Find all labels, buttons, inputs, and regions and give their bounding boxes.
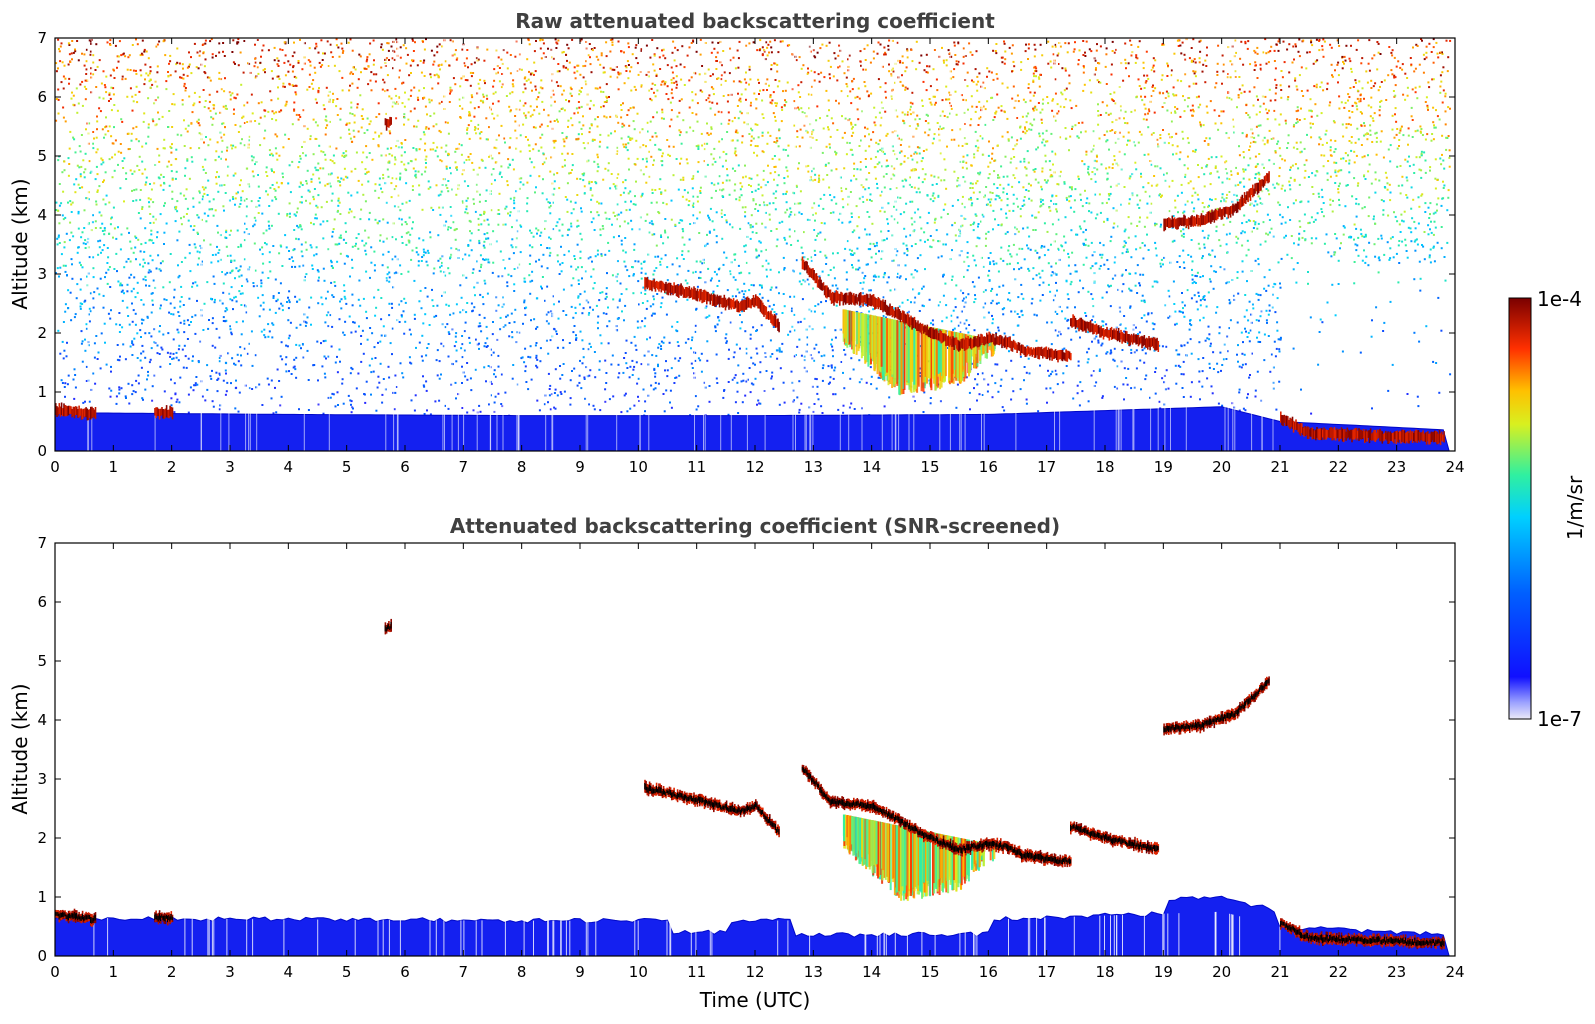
x-tick-label: 14	[862, 458, 881, 476]
raw-y-axis-label: Altitude (km)	[8, 178, 32, 309]
y-tick-label: 5	[37, 652, 47, 670]
screened-layer-cloud-10-12h	[644, 780, 780, 837]
x-tick-label: 23	[1387, 458, 1406, 476]
x-tick-label: 0	[50, 963, 60, 981]
x-tick-label: 8	[517, 963, 527, 981]
screened-y-axis-label: Altitude (km)	[8, 683, 32, 814]
colorbar-gradient	[1509, 298, 1531, 719]
x-tick-label: 2	[167, 963, 177, 981]
x-tick-label: 18	[1095, 458, 1114, 476]
x-tick-label: 10	[629, 963, 648, 981]
x-tick-label: 1	[109, 963, 119, 981]
y-tick-label: 4	[37, 711, 47, 729]
colorbar-min-label: 1e-7	[1537, 707, 1582, 731]
x-tick-label: 16	[979, 963, 998, 981]
x-tick-label: 10	[629, 458, 648, 476]
x-tick-label: 12	[745, 458, 764, 476]
raw-plot-frame	[55, 38, 1455, 451]
x-tick-label: 5	[342, 458, 352, 476]
colorbar-unit-label: 1/m/sr	[1563, 475, 1587, 540]
x-tick-label: 21	[1270, 458, 1289, 476]
x-tick-label: 15	[920, 458, 939, 476]
y-tick-label: 6	[37, 593, 47, 611]
x-tick-label: 22	[1329, 458, 1348, 476]
x-tick-label: 18	[1095, 963, 1114, 981]
x-tick-label: 16	[979, 458, 998, 476]
time-axis-label: Time (UTC)	[699, 988, 811, 1012]
y-tick-label: 2	[37, 829, 47, 847]
x-tick-label: 20	[1212, 458, 1231, 476]
x-tick-label: 11	[687, 963, 706, 981]
x-tick-label: 6	[400, 963, 410, 981]
x-tick-label: 7	[459, 458, 469, 476]
colorbar-max-label: 1e-4	[1537, 287, 1582, 311]
y-tick-label: 0	[37, 947, 47, 965]
x-tick-label: 9	[575, 458, 585, 476]
x-tick-label: 19	[1154, 458, 1173, 476]
y-tick-label: 1	[37, 383, 47, 401]
x-tick-label: 4	[284, 963, 294, 981]
screened-panel-title: Attenuated backscattering coefficient (S…	[450, 514, 1060, 538]
x-tick-label: 1	[109, 458, 119, 476]
x-tick-label: 5	[342, 963, 352, 981]
y-tick-label: 1	[37, 888, 47, 906]
x-tick-label: 24	[1445, 458, 1464, 476]
x-tick-label: 13	[804, 963, 823, 981]
x-tick-label: 20	[1212, 963, 1231, 981]
screened-y-axis: 0 1 2 3 4 5 6 7	[37, 534, 1455, 965]
x-tick-label: 7	[459, 963, 469, 981]
screened-layer-cloud-19-21h	[1163, 676, 1270, 735]
y-tick-label: 0	[37, 442, 47, 460]
raw-backscatter-panel: Raw attenuated backscattering coefficien…	[8, 9, 1465, 476]
x-tick-label: 14	[862, 963, 881, 981]
x-tick-label: 8	[517, 458, 527, 476]
x-tick-label: 3	[225, 458, 235, 476]
x-tick-label: 19	[1154, 963, 1173, 981]
screened-layer-isolated-5.5km	[385, 619, 392, 634]
screened-precipitation-curtain	[843, 815, 996, 901]
x-tick-label: 11	[687, 458, 706, 476]
x-tick-label: 2	[167, 458, 177, 476]
screened-heatmap-field	[55, 619, 1449, 956]
raw-boundary-layer	[55, 407, 1449, 451]
y-tick-label: 3	[37, 265, 47, 283]
screened-layer-cloud-17-19h	[1070, 821, 1159, 854]
x-tick-label: 6	[400, 458, 410, 476]
raw-panel-title: Raw attenuated backscattering coefficien…	[515, 9, 995, 33]
screened-backscatter-panel: Attenuated backscattering coefficient (S…	[8, 514, 1465, 1012]
y-tick-label: 4	[37, 206, 47, 224]
x-tick-label: 3	[225, 963, 235, 981]
raw-heatmap-field	[55, 38, 1451, 451]
raw-layer-cloud-17-19h	[1070, 314, 1159, 352]
y-tick-label: 7	[37, 534, 47, 552]
x-tick-label: 17	[1037, 963, 1056, 981]
x-tick-label: 17	[1037, 458, 1056, 476]
y-tick-label: 3	[37, 770, 47, 788]
y-tick-label: 7	[37, 29, 47, 47]
y-tick-label: 5	[37, 147, 47, 165]
x-tick-label: 15	[920, 963, 939, 981]
y-tick-label: 2	[37, 324, 47, 342]
colorbar: 1e-4 1e-7 1/m/sr	[1509, 287, 1587, 731]
raw-precipitation-curtain	[843, 309, 996, 395]
x-tick-label: 9	[575, 963, 585, 981]
x-tick-label: 0	[50, 458, 60, 476]
x-tick-label: 24	[1445, 963, 1464, 981]
screened-plot-frame	[55, 543, 1455, 956]
x-tick-label: 21	[1270, 963, 1289, 981]
x-tick-label: 23	[1387, 963, 1406, 981]
x-tick-label: 12	[745, 963, 764, 981]
y-tick-label: 6	[37, 88, 47, 106]
raw-layer-cloud-19-21h	[1163, 171, 1270, 231]
x-tick-label: 4	[284, 458, 294, 476]
x-tick-label: 22	[1329, 963, 1348, 981]
raw-noise-speckle	[55, 38, 1451, 418]
x-tick-label: 13	[804, 458, 823, 476]
